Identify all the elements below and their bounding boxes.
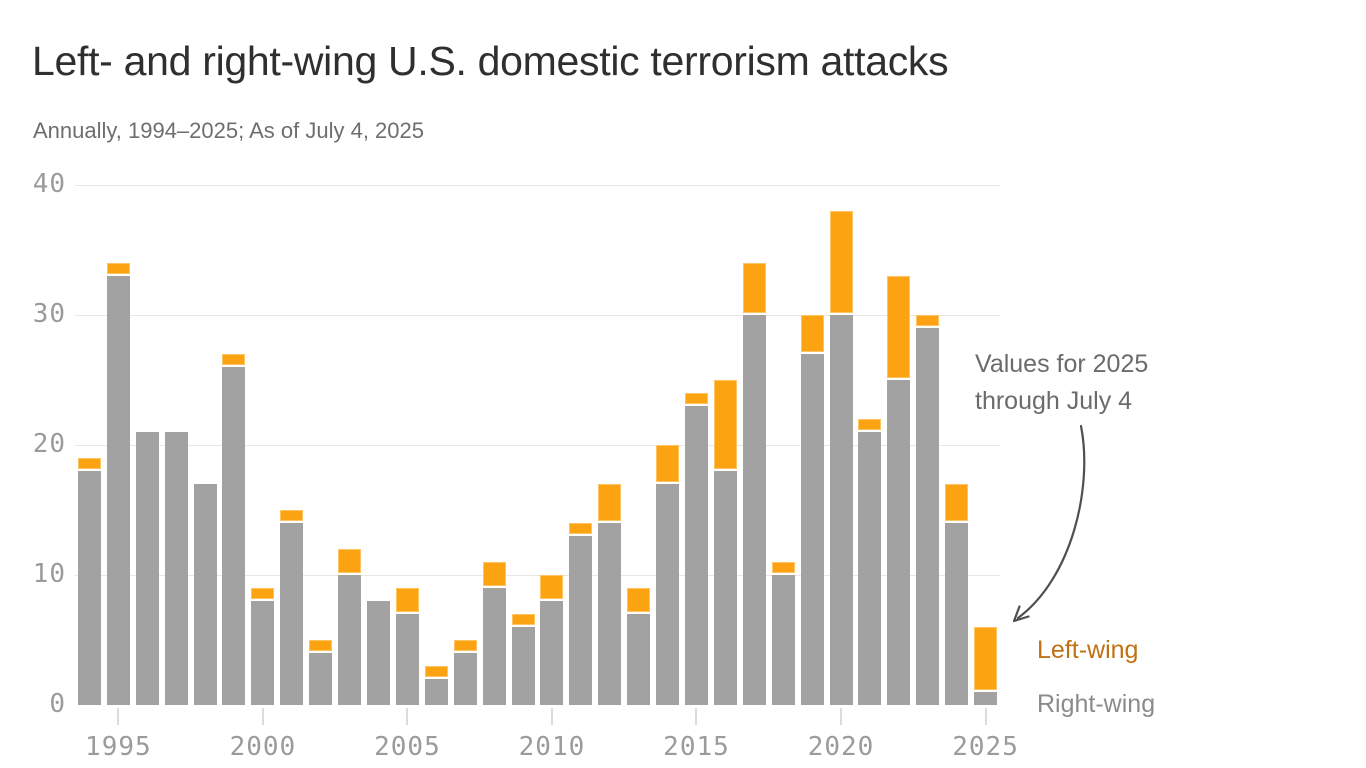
bar-segment-right-wing: [338, 575, 362, 705]
bar-segment-right-wing: [887, 380, 911, 705]
bar-segment-right-wing: [829, 315, 853, 705]
x-axis-label: 2015: [663, 732, 730, 762]
bar-segment-right-wing: [627, 614, 651, 705]
x-axis-label: 2000: [229, 732, 297, 762]
bar-segment-left-wing: [858, 419, 882, 430]
bar-segment-right-wing: [251, 601, 275, 705]
bar-segment-left-wing: [309, 640, 333, 651]
x-axis-tick: [406, 708, 409, 725]
y-axis-label: 30: [32, 299, 66, 329]
bar-segment-left-wing: [338, 549, 362, 573]
bar-segment-right-wing: [598, 523, 622, 705]
bar-segment-left-wing: [540, 575, 564, 599]
y-axis-label: 0: [49, 689, 66, 719]
bar-segment-left-wing: [684, 393, 708, 404]
chart-subtitle: Annually, 1994–2025; As of July 4, 2025: [33, 118, 424, 143]
bar-segment-left-wing: [829, 211, 853, 313]
bar-segment-left-wing: [598, 484, 622, 521]
bar-segment-left-wing: [569, 523, 593, 534]
legend-label-left-wing: Left-wing: [1037, 636, 1139, 664]
bar-segment-left-wing: [742, 263, 766, 313]
bar-segment-right-wing: [858, 432, 882, 705]
bar-segment-right-wing: [974, 692, 998, 705]
bar-segment-right-wing: [193, 484, 217, 705]
bar-segment-right-wing: [569, 536, 593, 705]
legend-label-right-wing: Right-wing: [1037, 690, 1156, 718]
bar-segment-left-wing: [771, 562, 795, 573]
bar-segment-right-wing: [800, 354, 824, 705]
bar-segment-left-wing: [627, 588, 651, 612]
bar-segment-right-wing: [945, 523, 969, 705]
bar-segment-right-wing: [511, 627, 535, 705]
bar-segment-left-wing: [800, 315, 824, 352]
bar-segment-right-wing: [77, 471, 101, 705]
bar-segment-right-wing: [424, 679, 448, 705]
x-axis-label: 1995: [85, 732, 152, 762]
x-axis-label: 2005: [374, 732, 441, 762]
bar-segment-left-wing: [974, 627, 998, 690]
chart-title: Left- and right-wing U.S. domestic terro…: [32, 38, 949, 84]
x-axis-tick: [117, 708, 120, 725]
bar-segment-right-wing: [656, 484, 680, 705]
x-axis-label: 2020: [807, 732, 875, 762]
bar-segment-right-wing: [684, 406, 708, 705]
bar-segment-left-wing: [424, 666, 448, 677]
bar-segment-left-wing: [251, 588, 275, 599]
bar-segment-right-wing: [309, 653, 333, 705]
bar-segment-left-wing: [945, 484, 969, 521]
x-axis-tick: [550, 708, 553, 725]
bar-segment-right-wing: [367, 601, 391, 705]
y-axis-label: 10: [32, 559, 66, 589]
bar-segment-left-wing: [511, 614, 535, 625]
bar-segment-right-wing: [280, 523, 304, 705]
bar-segment-right-wing: [713, 471, 737, 705]
x-axis-label: 2025: [952, 732, 1019, 762]
gridline: [75, 315, 1000, 316]
y-axis-label: 40: [32, 169, 66, 199]
annotation-note: Values for 2025 through July 4: [975, 346, 1148, 420]
bar-segment-left-wing: [395, 588, 419, 612]
bar-segment-left-wing: [713, 380, 737, 469]
gridline: [75, 445, 1000, 446]
bar-segment-right-wing: [771, 575, 795, 705]
bar-segment-left-wing: [453, 640, 477, 651]
bar-segment-right-wing: [540, 601, 564, 705]
gridline: [75, 575, 1000, 576]
y-axis-label: 20: [32, 429, 66, 459]
x-axis-tick: [261, 708, 264, 725]
bar-segment-right-wing: [164, 432, 188, 705]
bar-segment-left-wing: [916, 315, 940, 326]
gridline: [75, 185, 1000, 186]
annotation-arrow-icon: [1012, 424, 1086, 623]
bar-segment-right-wing: [106, 276, 130, 705]
bar-segment-right-wing: [395, 614, 419, 705]
bar-segment-right-wing: [482, 588, 506, 705]
bar-segment-left-wing: [106, 263, 130, 274]
bar-segment-right-wing: [453, 653, 477, 705]
bar-segment-left-wing: [482, 562, 506, 586]
x-axis-label: 2010: [518, 732, 586, 762]
bar-segment-left-wing: [280, 510, 304, 521]
x-axis-tick: [984, 708, 987, 725]
bar-segment-right-wing: [135, 432, 159, 705]
annotation-line-1: Values for 2025: [975, 350, 1149, 378]
bar-segment-right-wing: [222, 367, 246, 705]
bar-segment-left-wing: [887, 276, 911, 378]
bar-segment-left-wing: [656, 445, 680, 482]
plot-area: [75, 185, 1000, 705]
x-axis-tick: [695, 708, 698, 725]
x-axis-tick: [840, 708, 843, 725]
annotation-line-2: through July 4: [975, 387, 1133, 415]
bar-segment-right-wing: [916, 328, 940, 705]
bar-segment-left-wing: [77, 458, 101, 469]
bar-segment-left-wing: [222, 354, 246, 365]
bar-segment-right-wing: [742, 315, 766, 705]
